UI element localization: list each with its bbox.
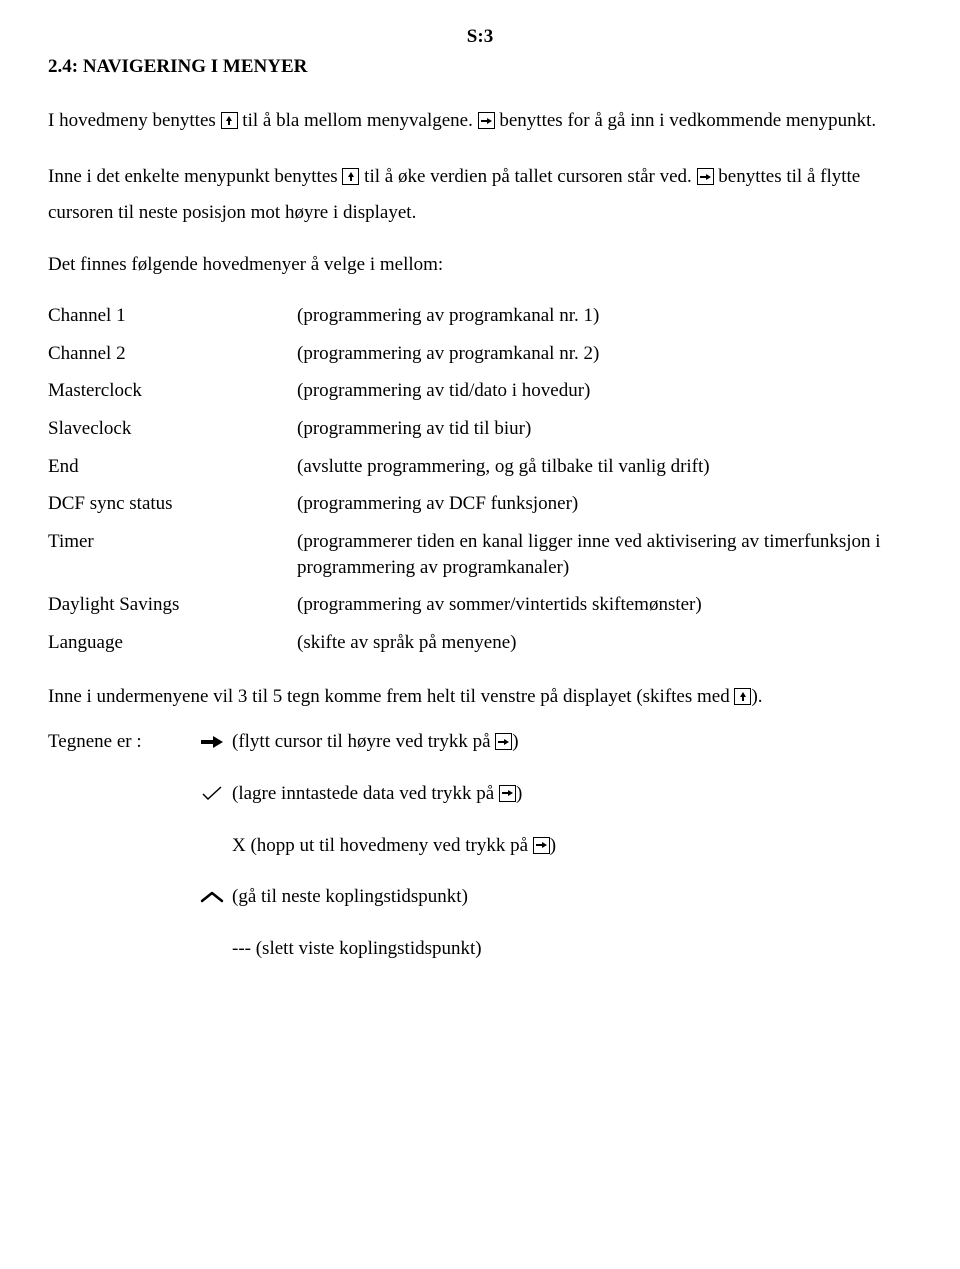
arrow-right-icon	[499, 785, 516, 802]
menu-desc: (skifte av språk på menyene)	[297, 624, 912, 662]
signs-label: Tegnene er :	[48, 729, 198, 755]
signs-list: Tegnene er : (flytt cursor til høyre ved…	[198, 729, 912, 961]
table-row: Daylight Savings(programmering av sommer…	[48, 586, 912, 624]
intro-block: I hovedmeny benyttes til å bla mellom me…	[48, 103, 912, 231]
signs-row: --- (slett viste koplingstidspunkt)	[198, 936, 912, 962]
text: ).	[751, 686, 762, 707]
text: I hovedmeny benyttes	[48, 110, 221, 131]
text: X (hopp ut til hovedmeny ved trykk på )	[232, 833, 556, 859]
menu-term: Language	[48, 624, 297, 662]
intro-paragraph-1: I hovedmeny benyttes til å bla mellom me…	[48, 103, 912, 139]
menu-term: Masterclock	[48, 372, 297, 410]
menu-term: Channel 1	[48, 297, 297, 335]
text: til å øke verdien på tallet cursoren stå…	[359, 166, 696, 187]
menu-term: Channel 2	[48, 335, 297, 373]
arrow-right-icon	[478, 112, 495, 129]
page-marker: S:3	[48, 24, 912, 50]
table-row: Masterclock(programmering av tid/dato i …	[48, 372, 912, 410]
signs-row: (lagre inntastede data ved trykk på )	[198, 781, 912, 807]
signs-row: (gå til neste koplingstidspunkt)	[198, 884, 912, 910]
menu-desc: (programmering av tid til biur)	[297, 410, 912, 448]
text: )	[550, 835, 556, 856]
menu-desc: (programmering av programkanal nr. 2)	[297, 335, 912, 373]
caret-up-icon	[198, 891, 226, 903]
text: )	[512, 731, 518, 752]
section-title: 2.4: NAVIGERING I MENYER	[48, 54, 912, 80]
menu-table: Channel 1(programmering av programkanal …	[48, 297, 912, 661]
table-row: End(avslutte programmering, og gå tilbak…	[48, 448, 912, 486]
text: --- (slett viste koplingstidspunkt)	[232, 936, 482, 962]
text: (flytt cursor til høyre ved trykk på	[232, 731, 495, 752]
text: benyttes for å gå inn i vedkommende meny…	[495, 110, 877, 131]
signs-row: X (hopp ut til hovedmeny ved trykk på )	[198, 833, 912, 859]
menu-desc: (programmering av tid/dato i hovedur)	[297, 372, 912, 410]
table-row: Language(skifte av språk på menyene)	[48, 624, 912, 662]
checkmark-icon	[198, 786, 226, 802]
text: Inne i det enkelte menypunkt benyttes	[48, 166, 342, 187]
menu-desc: (programmering av programkanal nr. 1)	[297, 297, 912, 335]
text: til å bla mellom menyvalgene.	[238, 110, 478, 131]
submenu-note: Inne i undermenyene vil 3 til 5 tegn kom…	[48, 684, 912, 710]
menu-desc: (programmering av sommer/vintertids skif…	[297, 586, 912, 624]
text: (lagre inntastede data ved trykk på )	[232, 781, 522, 807]
menu-term: Daylight Savings	[48, 586, 297, 624]
table-row: Slaveclock(programmering av tid til biur…	[48, 410, 912, 448]
signs-row: Tegnene er : (flytt cursor til høyre ved…	[198, 729, 912, 755]
intro-paragraph-3: Det finnes følgende hovedmenyer å velge …	[48, 252, 912, 278]
arrow-right-icon	[697, 168, 714, 185]
text: (flytt cursor til høyre ved trykk på )	[232, 729, 519, 755]
arrow-up-icon	[221, 112, 238, 129]
arrow-right-icon	[495, 733, 512, 750]
arrow-right-icon	[533, 837, 550, 854]
arrow-up-icon	[734, 688, 751, 705]
intro-paragraph-2: Inne i det enkelte menypunkt benyttes ti…	[48, 159, 912, 231]
menu-desc: (avslutte programmering, og gå tilbake t…	[297, 448, 912, 486]
table-row: DCF sync status(programmering av DCF fun…	[48, 485, 912, 523]
menu-term: Slaveclock	[48, 410, 297, 448]
table-row: Channel 1(programmering av programkanal …	[48, 297, 912, 335]
menu-term: DCF sync status	[48, 485, 297, 523]
text: )	[516, 783, 522, 804]
menu-term: End	[48, 448, 297, 486]
arrow-right-bold-icon	[198, 735, 226, 749]
text: Inne i undermenyene vil 3 til 5 tegn kom…	[48, 686, 734, 707]
text: X (hopp ut til hovedmeny ved trykk på	[232, 835, 533, 856]
arrow-up-icon	[342, 168, 359, 185]
menu-desc: (programmerer tiden en kanal ligger inne…	[297, 523, 912, 586]
menu-term: Timer	[48, 523, 297, 586]
table-row: Channel 2(programmering av programkanal …	[48, 335, 912, 373]
menu-desc: (programmering av DCF funksjoner)	[297, 485, 912, 523]
table-row: Timer(programmerer tiden en kanal ligger…	[48, 523, 912, 586]
text: (gå til neste koplingstidspunkt)	[232, 884, 468, 910]
text: (lagre inntastede data ved trykk på	[232, 783, 499, 804]
